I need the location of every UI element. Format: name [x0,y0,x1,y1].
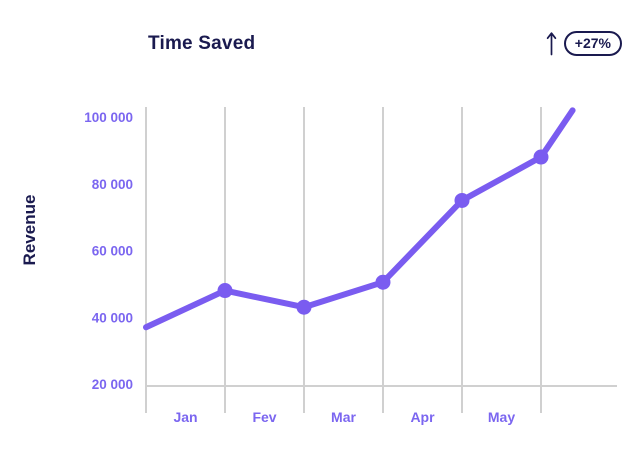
chart-title: Time Saved [148,33,256,54]
y-tick-label: 60 000 [92,244,133,259]
x-tick-label: Fev [252,409,276,425]
x-tick-label: Jan [173,409,197,425]
trend-indicator: +27% [546,31,622,56]
up-arrow-icon [546,31,557,56]
data-point [296,299,312,315]
y-tick-label: 100 000 [84,110,133,125]
y-tick-label: 80 000 [92,177,133,192]
revenue-line [143,107,576,331]
data-point [533,149,549,165]
x-tick-label: Mar [331,409,356,425]
data-point [375,274,391,290]
y-tick-label: 40 000 [92,310,133,325]
data-point [454,192,470,208]
x-tick-label: May [488,409,515,425]
data-point [217,283,233,299]
y-tick-label: 20 000 [92,377,133,392]
x-tick-label: Apr [410,409,435,425]
trend-badge: +27% [563,31,622,56]
